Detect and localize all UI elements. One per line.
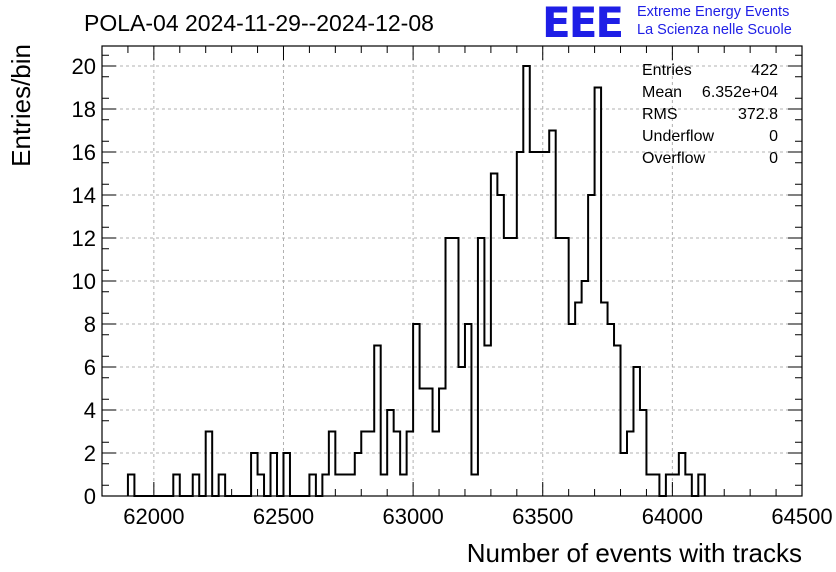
stat-value: 372.8: [737, 106, 778, 123]
y-tick-label: 18: [72, 97, 96, 122]
y-axis-label: Entries/bin: [6, 44, 36, 167]
stat-value: 422: [751, 62, 778, 79]
histogram-bin: [400, 475, 406, 497]
y-tick-label: 0: [84, 484, 96, 509]
histogram-bin: [601, 303, 607, 497]
y-tick-label: 8: [84, 312, 96, 337]
logo-caption-line1: Extreme Energy Events: [637, 4, 790, 20]
stat-value: 6.352e+04: [701, 84, 778, 101]
eee-logo: EEE: [542, 0, 624, 47]
x-tick-label: 64500: [771, 504, 832, 529]
y-tick-label: 6: [84, 355, 96, 380]
stat-row-mean: Mean 6.352e+04: [642, 82, 778, 104]
x-tick-label: 63500: [512, 504, 573, 529]
histogram-bin: [381, 475, 387, 497]
x-tick-label: 62000: [123, 504, 184, 529]
stat-value: 0: [769, 128, 778, 145]
histogram-bin: [348, 475, 354, 497]
y-tick-label: 12: [72, 226, 96, 251]
stat-label: RMS: [642, 106, 678, 123]
y-tick-label: 16: [72, 140, 96, 165]
histogram-bin: [646, 475, 652, 497]
y-tick-label: 4: [84, 398, 96, 423]
stat-row-rms: RMS 372.8: [642, 104, 778, 126]
histogram-bin: [420, 389, 426, 497]
stat-label: Underflow: [642, 128, 715, 145]
logo-caption: Extreme Energy Events La Scienza nelle S…: [637, 3, 792, 39]
stat-label: Mean: [642, 84, 683, 101]
histogram-bin: [621, 453, 627, 496]
stat-row-underflow: Underflow 0: [642, 126, 778, 148]
stat-row-entries: Entries 422: [642, 60, 778, 82]
logo-caption-line2: La Scienza nelle Scuole: [637, 22, 792, 38]
stats-box: Entries 422 Mean 6.352e+04 RMS 372.8 Und…: [642, 60, 778, 170]
x-axis-label: Number of events with tracks: [467, 538, 802, 568]
histogram-bin: [368, 432, 374, 497]
x-tick-label: 62500: [253, 504, 314, 529]
y-tick-label: 10: [72, 269, 96, 294]
histogram-bin: [582, 281, 588, 496]
axis-ticks: 0 2 4 6 8 10 12 14 16 18 20 62000 62500 63000 63500 640…: [72, 46, 833, 529]
histogram-bin: [433, 432, 439, 497]
histogram-bin: [471, 475, 477, 497]
y-tick-label: 14: [72, 183, 96, 208]
stat-label: Overflow: [642, 150, 706, 167]
y-tick-label: 2: [84, 441, 96, 466]
y-tick-label: 20: [72, 54, 96, 79]
histogram-bin: [575, 303, 581, 497]
histogram-bin: [672, 475, 678, 497]
histogram-bin: [335, 475, 341, 497]
x-tick-label: 64000: [642, 504, 703, 529]
plot-frame: [101, 45, 803, 497]
stat-row-overflow: Overflow 0: [642, 148, 778, 170]
histogram-bin: [342, 475, 348, 497]
histogram-bin: [484, 346, 490, 497]
stat-value: 0: [769, 150, 778, 167]
x-tick-label: 63000: [383, 504, 444, 529]
histogram-bin: [458, 367, 464, 496]
chart-title: POLA-04 2024-11-29--2024-12-08: [84, 10, 434, 36]
histogram-bin: [497, 195, 503, 496]
stat-label: Entries: [642, 62, 692, 79]
